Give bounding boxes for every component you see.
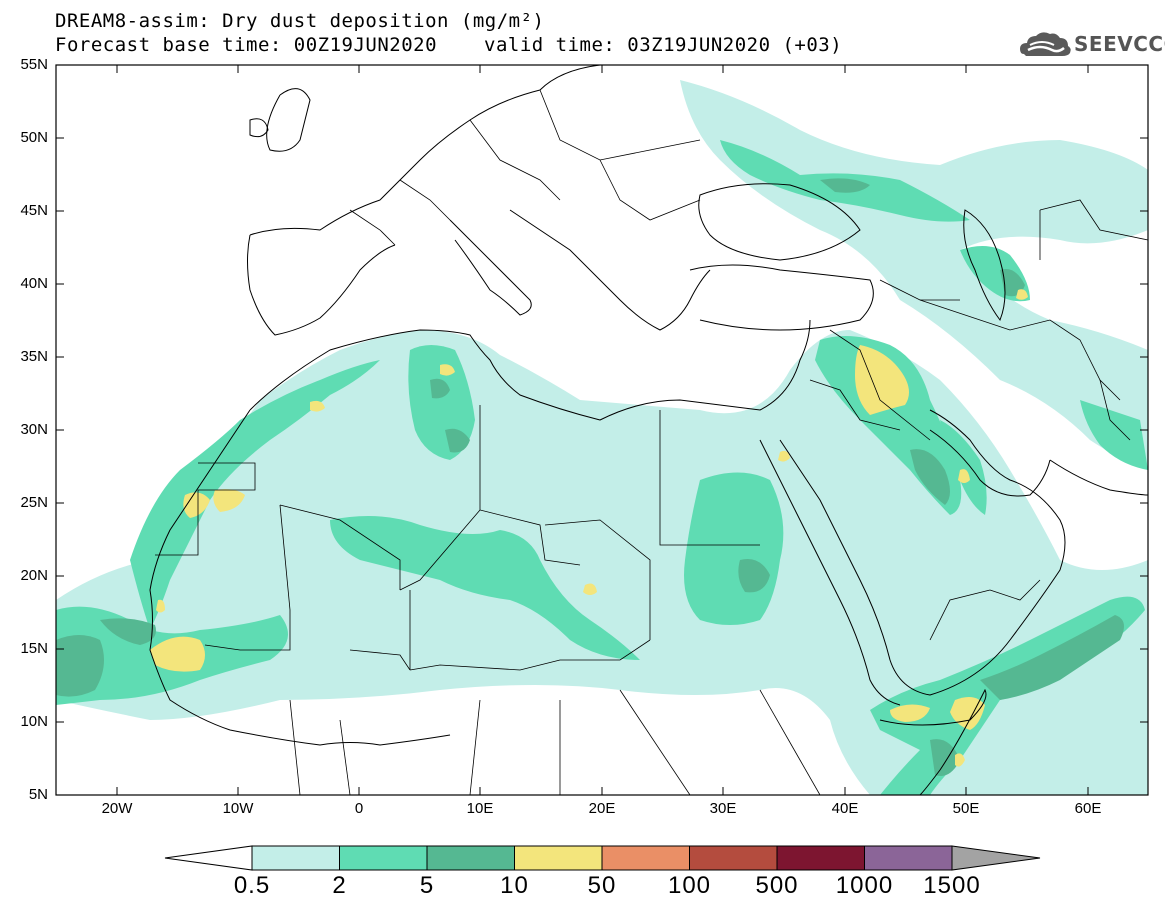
lat-label: 45N [20,202,48,219]
colorbar-bin-7 [776,845,865,871]
lat-label: 30N [20,421,48,438]
lon-label: 10W [222,800,254,817]
level-5-10 [56,178,1124,776]
colorbar-bin-1 [251,845,340,871]
lon-label: 40E [831,800,859,817]
lat-label: 40N [20,275,48,292]
colorbar-label: 10 [500,872,529,899]
colorbar-label: 0.5 [233,872,271,899]
colorbar-bin-5 [601,845,690,871]
lon-label: 0 [354,800,364,817]
lon-label: 10E [466,800,494,817]
colorbar [164,845,1041,871]
lon-label: 20W [101,800,133,817]
colorbar-bin-2 [339,845,428,871]
coastlines [149,65,1148,795]
lon-label: 20E [588,800,616,817]
cloud-icon [1020,32,1071,56]
lon-ticks [116,65,1089,795]
lon-label: 50E [952,800,980,817]
lat-ticks [56,64,1148,723]
colorbar-under-triangle [164,845,253,871]
colorbar-label: 1500 [923,872,981,899]
lon-label: 60E [1074,800,1102,817]
colorbar-label: 500 [755,872,799,899]
colorbar-label: 2 [332,872,347,899]
lat-label: 55N [20,56,48,73]
borders [155,89,1148,795]
lat-label: 15N [20,640,48,657]
colorbar-label: 1000 [835,872,894,899]
colorbar-label: 100 [667,872,712,899]
forecast-base-time: Forecast base time: 00Z19JUN2020 [55,34,438,56]
lat-label: 20N [20,567,48,584]
lat-label: 10N [20,713,48,730]
colorbar-bin-3 [426,845,515,871]
lat-label: 50N [20,129,48,146]
colorbar-label: 5 [419,872,435,899]
lat-label: 5N [28,786,48,803]
colorbar-label: 50 [587,872,617,899]
chart-title: DREAM8-assim: Dry dust deposition (mg/m²… [55,10,545,32]
lon-label: 30E [709,800,737,817]
valid-time: valid time: 03Z19JUN2020 (+03) [484,34,843,56]
logo-text: SEEVCCC [1074,32,1165,56]
lat-label: 35N [20,348,48,365]
lat-label: 25N [20,494,48,511]
colorbar-bin-4 [514,845,603,871]
colorbar-bin-6 [689,845,778,871]
colorbar-bin-8 [864,845,953,871]
deposition-field [56,65,1148,795]
colorbar-over-triangle [951,845,1041,871]
